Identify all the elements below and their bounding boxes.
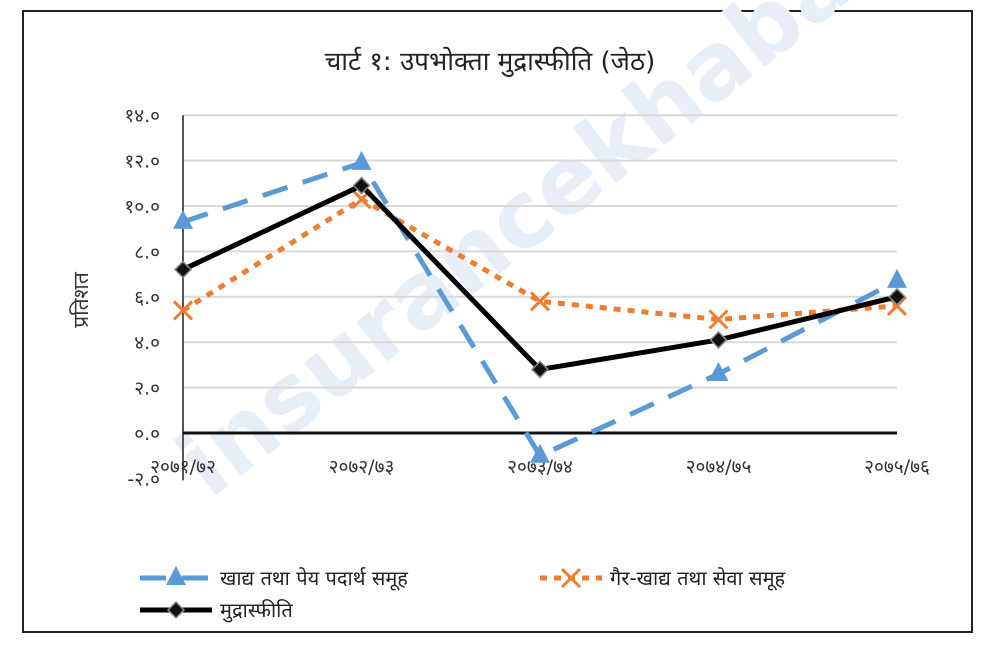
diamond-marker [530,360,550,379]
diamond-marker [352,176,371,195]
series-0 [173,150,907,463]
x-marker-stroke [560,567,582,589]
triangle-marker [173,209,193,229]
y-tick-label: २.० [134,378,160,400]
y-tick-label: ८.० [134,241,160,263]
x-marker-stroke [708,309,729,330]
x-marker-stroke [529,291,551,312]
legend-label: मुद्रास्फीति [220,598,293,623]
legend-item: गैर-खाद्य तथा सेवा समूह [540,566,786,591]
x-marker-stroke [172,300,194,321]
diamond-marker [709,330,728,349]
y-axis-label: प्रतिशत [69,271,93,328]
chart-frame [22,10,973,633]
x-tick-label: २०७१/७२ [150,456,216,478]
y-tick-label: १०.० [124,196,160,218]
y-tick-label: ४.० [134,332,160,354]
series-line [181,196,898,323]
x-tick-label: २०७५/७६ [864,456,930,478]
y-tick-label: १२.० [124,151,160,173]
triangle-marker [887,268,907,288]
triangle-marker [708,361,729,381]
triangle-marker [166,566,186,585]
x-tick-label: २०७४/७५ [686,456,752,478]
y-tick-label: ६.० [134,287,160,309]
x-marker [708,309,729,330]
triangle-marker [530,443,550,463]
y-tick-label: ०.० [134,423,160,445]
diamond-marker [173,260,193,279]
chart-title: चार्ट १: उपभोक्ता मुद्रास्फीति (जेठ) [325,46,655,77]
x-marker [172,300,194,321]
diamond-marker [887,287,907,306]
legend-item: खाद्य तथा पेय पदार्थ समूह [140,566,408,591]
legend-label: गैर-खाद्य तथा सेवा समूह [610,566,786,591]
y-tick-label: -२.० [127,468,160,490]
x-marker [560,567,582,589]
x-tick-label: २०७३/७४ [507,456,573,478]
legend-item: मुद्रास्फीति [140,598,293,623]
triangle-marker [351,150,372,170]
x-tick-label: २०७२/७३ [329,456,395,478]
series-2 [173,176,907,379]
y-tick-label: १४.० [124,105,160,127]
diamond-marker [166,600,186,620]
x-marker [529,291,551,312]
legend-label: खाद्य तथा पेय पदार्थ समूह [220,566,408,591]
